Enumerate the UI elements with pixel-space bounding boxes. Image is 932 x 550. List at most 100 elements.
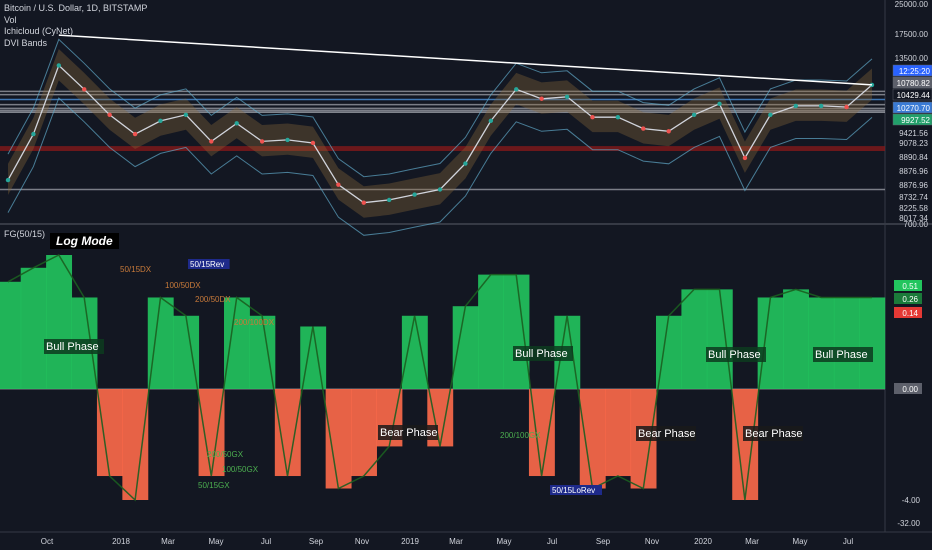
- phase-label-box: [636, 426, 696, 441]
- crossover-label: 50/15Rev: [190, 260, 224, 269]
- oscillator-bar: [351, 389, 377, 477]
- resistance-band: [0, 146, 885, 152]
- phase-label-box: [706, 347, 766, 362]
- price-point: [5, 177, 11, 183]
- crossover-label: 200/100DX: [234, 318, 275, 327]
- price-point: [285, 137, 290, 143]
- osc-axis-label: 0.51: [902, 282, 918, 291]
- price-tag-box: [892, 101, 932, 114]
- bear-phase-label: Bear Phase: [745, 428, 802, 440]
- price-axis-label: 17500.00: [895, 30, 929, 39]
- time-axis-label: Jul: [547, 537, 557, 546]
- price-point: [132, 131, 138, 137]
- price-axis-label: 8732.74: [899, 193, 928, 202]
- volume-indicator-label[interactable]: Vol: [4, 14, 17, 25]
- price-point: [56, 63, 62, 68]
- crossover-label: 50/15GX: [198, 481, 230, 490]
- osc-value-box: [894, 293, 922, 304]
- price-point: [564, 94, 570, 99]
- price-tag-label: 12:25:20: [899, 67, 931, 76]
- crossover-label: 200/50GX: [207, 450, 244, 459]
- price-tag-box: [892, 113, 932, 126]
- price-point: [615, 115, 621, 120]
- price-point: [590, 115, 595, 120]
- price-tag-label: 10270.70: [897, 104, 931, 113]
- oscillator-bar: [249, 315, 276, 389]
- price-axis-label: 9421.56: [899, 129, 928, 138]
- crossover-label: 200/100GX: [500, 431, 541, 440]
- osc-axis-label: -4.00: [902, 496, 921, 505]
- phase-label-box: [743, 426, 803, 441]
- time-axis-label: 2018: [112, 537, 130, 546]
- ichimoku-cloud: [8, 49, 872, 218]
- time-axis-label: 2020: [694, 537, 712, 546]
- price-point: [158, 118, 163, 124]
- bull-phase-label: Bull Phase: [708, 349, 761, 361]
- phase-label-box: [513, 346, 573, 361]
- time-axis-label: May: [496, 537, 511, 546]
- time-axis-label: Oct: [41, 537, 54, 546]
- oscillator-bar: [732, 389, 759, 500]
- price-point: [869, 82, 875, 88]
- osc-axis-label: 0.26: [902, 295, 918, 304]
- oscillator-bar: [452, 306, 479, 389]
- oscillator-bar: [0, 281, 22, 389]
- oscillator-bar: [224, 297, 250, 389]
- price-point: [793, 103, 798, 109]
- symbol-title[interactable]: Bitcoin / U.S. Dollar, 1D, BITSTAMP: [4, 3, 148, 13]
- osc-value-box: [894, 307, 922, 318]
- crossover-label: 50/15LoRev: [552, 486, 595, 495]
- cloud-indicator-label[interactable]: Ichicloud (CyNet): [4, 26, 74, 36]
- oscillator-bar: [198, 389, 225, 477]
- oscillator-bar: [147, 297, 174, 389]
- price-axis-label: 9078.23: [899, 139, 928, 148]
- time-axis-label: Mar: [745, 537, 759, 546]
- time-axis-label: Jul: [843, 537, 853, 546]
- price-point: [437, 187, 443, 192]
- oscillator-bar: [96, 389, 123, 477]
- osc-axis-label: -32.00: [897, 519, 920, 528]
- price-point: [361, 200, 366, 205]
- oscillator-bar: [325, 389, 352, 489]
- price-point: [488, 118, 494, 124]
- crossover-label: 200/50DX: [195, 295, 231, 304]
- price-point: [386, 197, 392, 203]
- bull-phase-label: Bull Phase: [46, 341, 99, 353]
- time-axis-label: Mar: [161, 537, 175, 546]
- price-axis-label: 13500.00: [895, 54, 929, 63]
- price-point: [539, 96, 544, 101]
- price-point: [691, 112, 697, 118]
- price-point: [336, 182, 341, 187]
- oscillator-bar: [808, 297, 835, 389]
- price-point: [742, 155, 748, 161]
- oscillator-bar: [401, 315, 428, 389]
- oscillator-bar: [503, 274, 530, 389]
- oscillator-bar: [783, 289, 809, 389]
- time-axis-label: 2019: [401, 537, 419, 546]
- log-mode-badge: Log Mode: [50, 233, 119, 249]
- time-axis-label: May: [792, 537, 807, 546]
- price-tag-label: 10780.82: [897, 79, 931, 88]
- price-point: [641, 126, 646, 131]
- oscillator-bar: [173, 315, 200, 389]
- bear-phase-label: Bear Phase: [380, 427, 437, 439]
- price-axis-label: 8876.96: [899, 181, 928, 190]
- oscillator-bar: [605, 389, 632, 477]
- price-tag-box: [892, 88, 932, 101]
- price-axis-label: 8017.34: [899, 214, 928, 223]
- price-axis-label: 8225.58: [899, 204, 928, 213]
- oscillator-bar: [122, 389, 149, 500]
- time-axis-label: Nov: [355, 537, 369, 546]
- time-axis-label: May: [208, 537, 223, 546]
- phase-label-box: [813, 347, 873, 362]
- price-tag-label: 9927.52: [901, 116, 930, 125]
- oscillator-bar: [20, 267, 47, 389]
- oscillator-label[interactable]: FG(50/15): [4, 229, 46, 239]
- price-axis-label: 8876.96: [899, 167, 928, 176]
- phase-label-box: [378, 425, 438, 440]
- bands-indicator-label[interactable]: DVI Bands: [4, 37, 48, 48]
- price-point: [717, 101, 722, 107]
- price-tag-box: [892, 76, 932, 89]
- price-tag-label: 10429.44: [897, 91, 931, 100]
